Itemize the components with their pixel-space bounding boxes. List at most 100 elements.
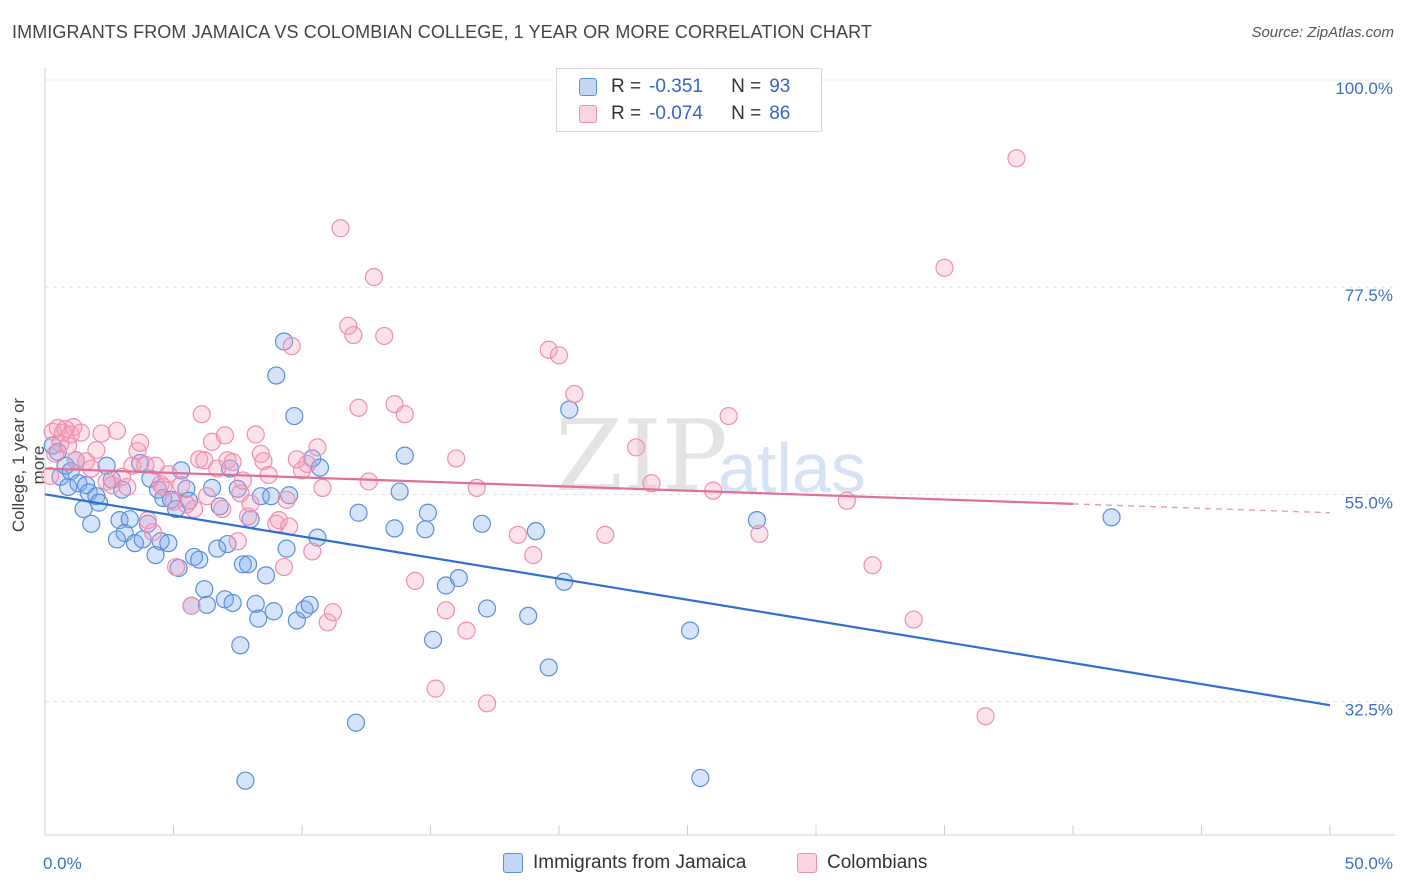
n-value: 93 [769, 76, 791, 97]
point-colombians [331, 219, 350, 238]
point-jamaica [59, 477, 78, 497]
point-colombians [863, 556, 882, 575]
point-jamaica [1102, 508, 1121, 527]
point-colombians [192, 405, 211, 424]
point-colombians [935, 258, 954, 277]
point-colombians [71, 423, 91, 442]
point-jamaica [519, 606, 538, 625]
point-colombians [642, 474, 661, 493]
point-jamaica [231, 636, 250, 655]
stats-legend: R = -0.351 N = 93 R = -0.074 N = 86 [556, 68, 822, 132]
point-jamaica [395, 446, 414, 465]
point-jamaica [346, 713, 366, 732]
point-colombians [107, 421, 127, 440]
point-jamaica [300, 595, 319, 614]
series-colombians-points [41, 149, 1026, 726]
point-colombians [524, 545, 543, 565]
stats-legend-row-jamaica: R = -0.351 N = 93 [579, 75, 790, 99]
legend-swatch-blue [579, 78, 597, 96]
point-colombians [447, 449, 466, 468]
y-tick-label: 55.0% [1345, 493, 1393, 512]
tick-labels: 32.5% 55.0% 77.5% 100.0% 0.0% 50.0% [43, 79, 1393, 873]
point-jamaica [526, 522, 545, 541]
point-jamaica [262, 487, 281, 506]
point-colombians [87, 441, 106, 460]
legend-label-jamaica: Immigrants from Jamaica [533, 852, 747, 873]
point-jamaica [680, 621, 700, 640]
point-colombians [318, 613, 337, 632]
point-colombians [223, 453, 242, 472]
point-jamaica [233, 555, 252, 574]
point-colombians [750, 524, 769, 544]
trend-line-colombians [44, 467, 1074, 506]
point-jamaica [416, 520, 435, 539]
x-tick-label-max: 50.0% [1345, 854, 1393, 873]
r-value: -0.074 [649, 103, 703, 124]
point-colombians [549, 346, 569, 365]
point-jamaica [555, 572, 574, 591]
point-colombians [269, 511, 288, 530]
point-jamaica [112, 480, 132, 499]
point-colombians [719, 406, 738, 426]
chart-title: IMMIGRANTS FROM JAMAICA VS COLOMBIAN COL… [12, 22, 872, 42]
point-jamaica [472, 514, 491, 533]
point-colombians [298, 454, 317, 474]
point-colombians [308, 438, 327, 457]
point-jamaica [166, 499, 186, 519]
point-colombians [349, 398, 368, 417]
point-colombians [405, 571, 425, 590]
point-jamaica [223, 593, 242, 613]
point-colombians [539, 340, 558, 359]
point-colombians [303, 542, 322, 561]
point-colombians [364, 267, 384, 287]
point-colombians [323, 603, 342, 622]
r-label: R = [611, 103, 642, 124]
axes [44, 68, 1395, 836]
point-colombians [195, 451, 214, 470]
point-colombians [246, 425, 265, 444]
point-colombians [151, 475, 170, 494]
n-label: N = [731, 76, 762, 97]
point-colombians [182, 596, 201, 615]
point-jamaica [251, 487, 270, 506]
n-label: N = [731, 103, 762, 124]
legend-swatch-blue [503, 853, 523, 873]
point-colombians [59, 436, 78, 455]
y-tick-label: 100.0% [1335, 79, 1393, 98]
source-note: Source: ZipAtlas.com [1251, 24, 1394, 41]
point-jamaica [236, 771, 255, 790]
point-colombians [146, 456, 165, 475]
point-jamaica [210, 497, 229, 516]
point-colombians [41, 466, 60, 486]
point-colombians [118, 477, 137, 497]
legend-item-colombians: Colombians [797, 852, 927, 874]
point-jamaica [449, 569, 468, 588]
point-jamaica [349, 503, 368, 522]
point-colombians [287, 450, 306, 469]
point-colombians [467, 478, 486, 497]
point-jamaica [246, 594, 265, 613]
point-colombians [254, 452, 273, 471]
legend-item-jamaica: Immigrants from Jamaica [503, 852, 746, 874]
point-jamaica [82, 514, 101, 533]
point-colombians [477, 694, 497, 713]
trend-line-colombians-extension [1072, 503, 1331, 514]
point-jamaica [418, 503, 438, 522]
point-colombians [172, 476, 191, 495]
point-colombians [1007, 149, 1026, 168]
point-colombians [92, 424, 111, 443]
point-jamaica [159, 534, 178, 553]
point-colombians [457, 621, 476, 640]
trend-line-jamaica [44, 493, 1331, 707]
point-colombians [166, 557, 186, 577]
point-colombians [46, 444, 65, 463]
point-jamaica [197, 595, 217, 614]
grid-lines [45, 79, 1395, 702]
x-tick-label-min: 0.0% [43, 854, 82, 873]
n-value: 86 [769, 103, 791, 124]
point-colombians [436, 601, 456, 620]
y-tick-label: 32.5% [1345, 700, 1393, 719]
point-jamaica [264, 602, 283, 621]
point-colombians [344, 325, 363, 345]
point-colombians [282, 336, 301, 356]
